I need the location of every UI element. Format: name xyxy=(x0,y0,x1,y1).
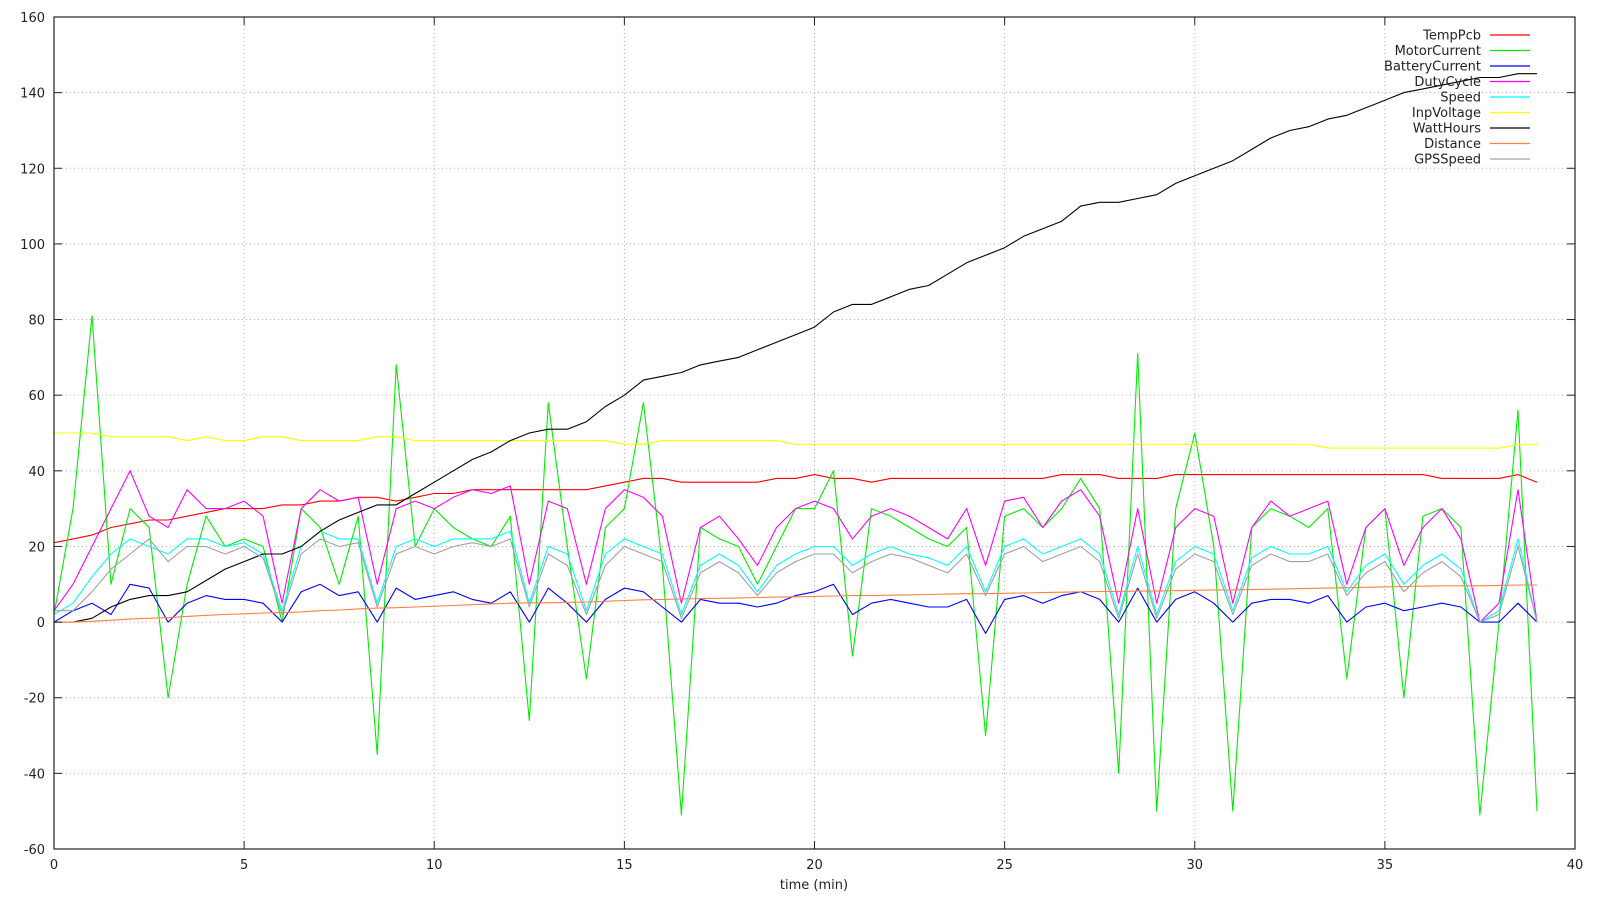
legend-label: DutyCycle xyxy=(1414,75,1481,90)
legend-label: BatteryCurrent xyxy=(1384,60,1481,75)
series-gpsspeed xyxy=(54,538,1538,623)
y-tick-label: 140 xyxy=(20,87,45,102)
x-tick-label: 0 xyxy=(50,858,58,873)
x-tick-label: 20 xyxy=(806,858,823,873)
legend-item-dutycycle: DutyCycle xyxy=(1414,75,1530,90)
legend-label: MotorCurrent xyxy=(1395,44,1481,59)
y-tick-label: 80 xyxy=(28,314,45,329)
grid-lines xyxy=(54,17,1575,849)
axis-ticks: 0 5 10 15 20 25 30 35 40 -60 -40 -20 0 20 40 60 80 100 120… xyxy=(20,11,1583,873)
y-tick-label: 0 xyxy=(37,616,45,631)
legend-item-temppcb: TempPcb xyxy=(1422,29,1530,44)
y-tick-label: 20 xyxy=(28,540,45,555)
x-tick-label: 15 xyxy=(616,858,633,873)
x-tick-label: 40 xyxy=(1567,858,1584,873)
legend-item-batterycurrent: BatteryCurrent xyxy=(1384,60,1530,75)
x-tick-label: 10 xyxy=(426,858,443,873)
legend-item-watthours: WattHours xyxy=(1413,122,1530,137)
legend-label: Distance xyxy=(1424,137,1481,152)
x-tick-label: 25 xyxy=(996,858,1013,873)
y-tick-label: 40 xyxy=(28,465,45,480)
y-tick-label: 100 xyxy=(20,238,45,253)
legend-item-gpsspeed: GPSSpeed xyxy=(1414,153,1530,168)
series-inpvoltage xyxy=(54,432,1537,449)
y-tick-label: 160 xyxy=(20,11,45,26)
legend-label: GPSSpeed xyxy=(1414,153,1481,168)
y-tick-label: -40 xyxy=(24,767,45,782)
y-tick-label: -20 xyxy=(24,692,45,707)
series-dutycycle xyxy=(53,470,1538,623)
legend-label: WattHours xyxy=(1413,122,1481,137)
series-motorcurrent xyxy=(53,315,1538,816)
legend: TempPcbMotorCurrentBatteryCurrentDutyCyc… xyxy=(1384,29,1530,168)
legend-item-inpvoltage: InpVoltage xyxy=(1412,106,1530,121)
series-distance xyxy=(54,584,1537,623)
y-tick-label: 60 xyxy=(28,389,45,404)
series-watthours xyxy=(54,73,1537,623)
series-batterycurrent xyxy=(53,583,1538,634)
legend-label: TempPcb xyxy=(1422,29,1481,44)
x-axis-title: time (min) xyxy=(780,878,848,893)
x-tick-label: 35 xyxy=(1377,858,1394,873)
legend-item-motorcurrent: MotorCurrent xyxy=(1395,44,1530,59)
legend-label: InpVoltage xyxy=(1412,106,1481,121)
x-tick-label: 5 xyxy=(240,858,248,873)
legend-item-distance: Distance xyxy=(1424,137,1530,152)
plot-series xyxy=(53,73,1538,816)
series-temppcb xyxy=(53,474,1538,544)
x-tick-label: 30 xyxy=(1186,858,1203,873)
legend-label: Speed xyxy=(1440,91,1481,106)
legend-item-speed: Speed xyxy=(1440,91,1530,106)
y-tick-label: 120 xyxy=(20,162,45,177)
y-tick-label: -60 xyxy=(24,843,45,858)
